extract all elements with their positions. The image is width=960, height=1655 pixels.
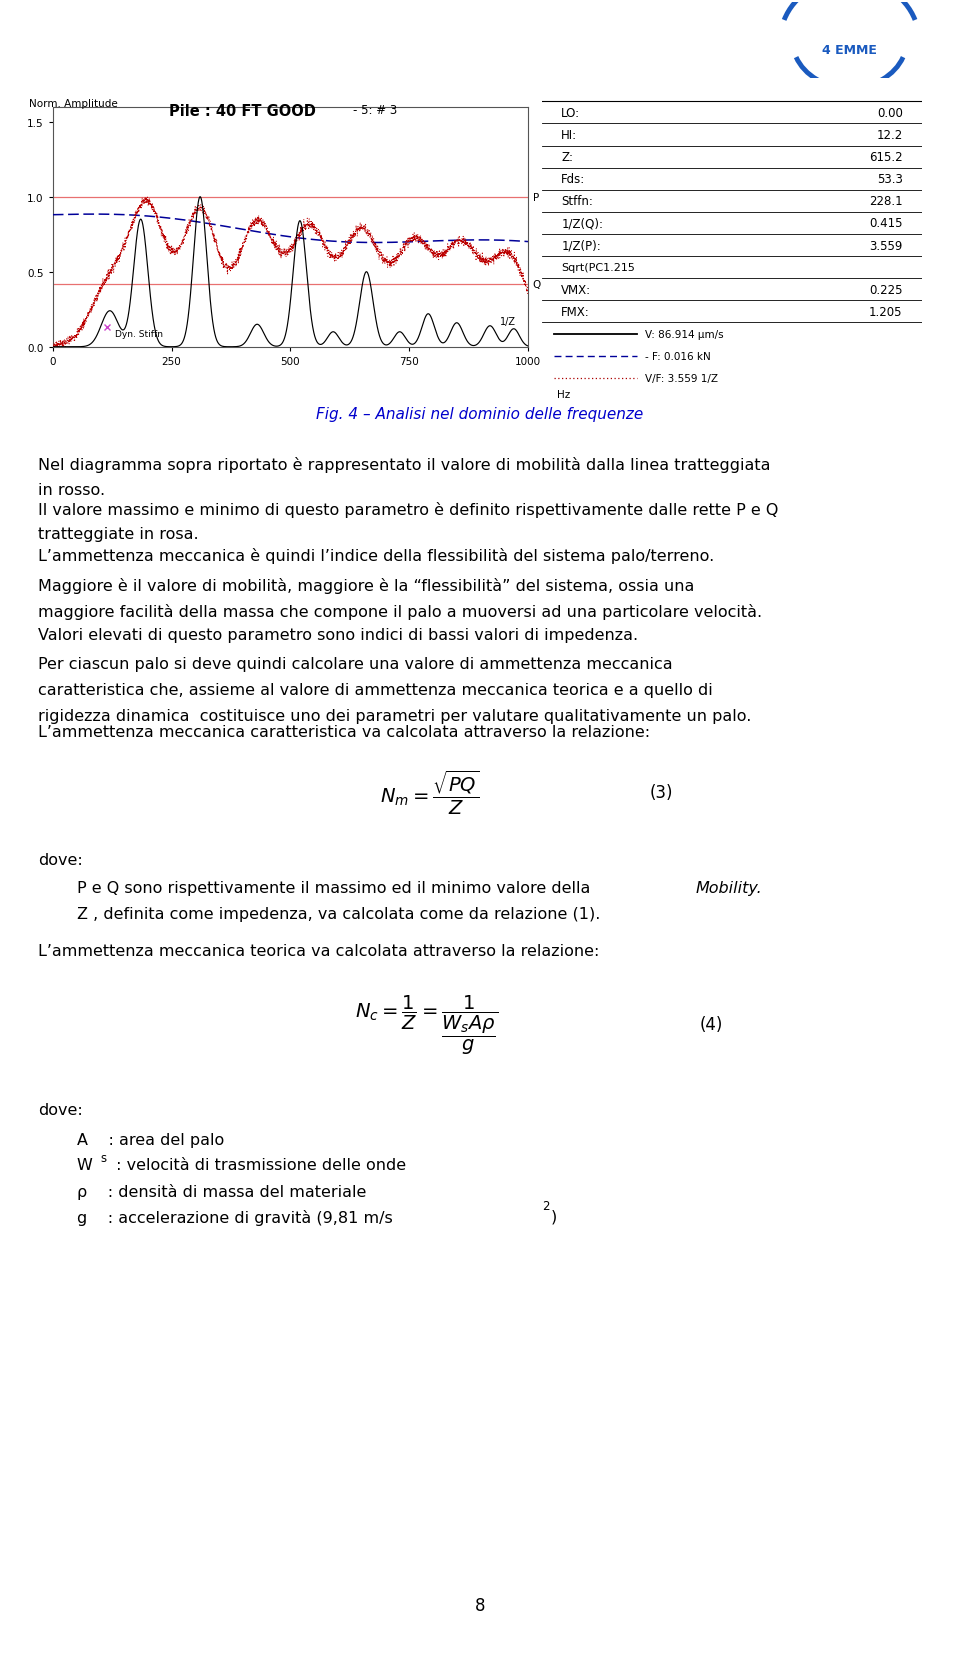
Text: ρ    : densità di massa del materiale: ρ : densità di massa del materiale — [77, 1183, 366, 1200]
Text: 12.2: 12.2 — [876, 129, 902, 142]
Text: dove:: dove: — [38, 852, 84, 867]
Text: 0.00: 0.00 — [876, 108, 902, 119]
Text: 8: 8 — [475, 1595, 485, 1614]
Text: (3): (3) — [650, 784, 673, 801]
Text: - F: 0.016 kN: - F: 0.016 kN — [645, 353, 710, 362]
Text: (4): (4) — [700, 1016, 723, 1033]
Text: dove:: dove: — [38, 1102, 84, 1117]
Text: P e Q sono rispettivamente il massimo ed il minimo valore della: P e Q sono rispettivamente il massimo ed… — [77, 880, 595, 895]
Text: Sqrt(PC1.215: Sqrt(PC1.215 — [562, 263, 636, 273]
Text: ): ) — [551, 1208, 558, 1225]
Text: Fds:: Fds: — [562, 174, 586, 185]
Text: L’ammettenza meccanica teorica va calcolata attraverso la relazione:: L’ammettenza meccanica teorica va calcol… — [38, 943, 600, 958]
Text: Il valore massimo e minimo di questo parametro è definito rispettivamente dalle : Il valore massimo e minimo di questo par… — [38, 501, 779, 518]
Text: V/F: 3.559 1/Z: V/F: 3.559 1/Z — [645, 374, 718, 384]
Text: 1.205: 1.205 — [869, 306, 902, 319]
Text: L’ammettenza meccanica caratteristica va calcolata attraverso la relazione:: L’ammettenza meccanica caratteristica va… — [38, 725, 651, 740]
Text: : velocità di trasmissione delle onde: : velocità di trasmissione delle onde — [111, 1158, 406, 1173]
Text: LO:: LO: — [562, 108, 581, 119]
Text: V: 86.914 μm/s: V: 86.914 μm/s — [645, 329, 724, 339]
Text: Pile : 40 FT GOOD: Pile : 40 FT GOOD — [170, 104, 316, 119]
Text: 1/Z(Q):: 1/Z(Q): — [562, 217, 604, 230]
Text: Dyn. Stiffn: Dyn. Stiffn — [114, 329, 162, 339]
Text: L’ammettenza meccanica è quindi l’indice della flessibilità del sistema palo/ter: L’ammettenza meccanica è quindi l’indice… — [38, 548, 714, 564]
Text: Fig. 4 – Analisi nel dominio delle frequenze: Fig. 4 – Analisi nel dominio delle frequ… — [317, 407, 643, 422]
Text: 1/Z: 1/Z — [499, 318, 516, 328]
Text: VMX:: VMX: — [562, 283, 591, 296]
Text: - 5: # 3: - 5: # 3 — [353, 104, 397, 118]
Text: 3.559: 3.559 — [869, 240, 902, 252]
Text: g    : accelerazione di gravità (9,81 m/s: g : accelerazione di gravità (9,81 m/s — [77, 1208, 393, 1225]
Text: Mobility.: Mobility. — [696, 880, 763, 895]
Text: caratteristica che, assieme al valore di ammettenza meccanica teorica e a quello: caratteristica che, assieme al valore di… — [38, 682, 713, 698]
Text: 2: 2 — [542, 1198, 550, 1211]
Text: Norm. Amplitude: Norm. Amplitude — [29, 99, 117, 109]
Text: 0.225: 0.225 — [869, 283, 902, 296]
Text: 1/Z(P):: 1/Z(P): — [562, 240, 601, 252]
Text: 228.1: 228.1 — [869, 195, 902, 209]
Text: maggiore facilità della massa che compone il palo a muoversi ad una particolare : maggiore facilità della massa che compon… — [38, 602, 762, 619]
Text: Maggiore è il valore di mobilità, maggiore è la “flessibilità” del sistema, ossi: Maggiore è il valore di mobilità, maggio… — [38, 578, 695, 594]
Text: in rosso.: in rosso. — [38, 483, 106, 498]
Text: W: W — [77, 1158, 93, 1173]
Text: A    : area del palo: A : area del palo — [77, 1132, 224, 1147]
Text: $N_m = \dfrac{\sqrt{PQ}}{Z}$: $N_m = \dfrac{\sqrt{PQ}}{Z}$ — [379, 768, 479, 818]
Text: Z:: Z: — [562, 151, 573, 164]
Text: Nel diagramma sopra riportato è rappresentato il valore di mobilità dalla linea : Nel diagramma sopra riportato è rapprese… — [38, 457, 771, 473]
Text: s: s — [100, 1152, 107, 1163]
Text: $N_c = \dfrac{1}{Z} = \dfrac{1}{\dfrac{W_s A\rho}{g}}$: $N_c = \dfrac{1}{Z} = \dfrac{1}{\dfrac{W… — [354, 993, 498, 1056]
Text: FMX:: FMX: — [562, 306, 590, 319]
Text: P: P — [533, 192, 539, 202]
Text: Valori elevati di questo parametro sono indici di bassi valori di impedenza.: Valori elevati di questo parametro sono … — [38, 627, 638, 642]
Text: Q: Q — [533, 280, 541, 290]
Text: rigidezza dinamica  costituisce uno dei parametri per valutare qualitativamente : rigidezza dinamica costituisce uno dei p… — [38, 708, 752, 723]
Text: HI:: HI: — [562, 129, 578, 142]
Text: Per ciascun palo si deve quindi calcolare una valore di ammettenza meccanica: Per ciascun palo si deve quindi calcolar… — [38, 657, 673, 672]
Text: 4 EMME: 4 EMME — [822, 45, 877, 58]
Text: 0.415: 0.415 — [869, 217, 902, 230]
Text: Stffn:: Stffn: — [562, 195, 593, 209]
Text: Hz: Hz — [557, 389, 570, 399]
Text: tratteggiate in rosa.: tratteggiate in rosa. — [38, 526, 199, 543]
Text: Z , definita come impedenza, va calcolata come da relazione (1).: Z , definita come impedenza, va calcolat… — [77, 907, 600, 922]
Text: 53.3: 53.3 — [876, 174, 902, 185]
Text: 615.2: 615.2 — [869, 151, 902, 164]
